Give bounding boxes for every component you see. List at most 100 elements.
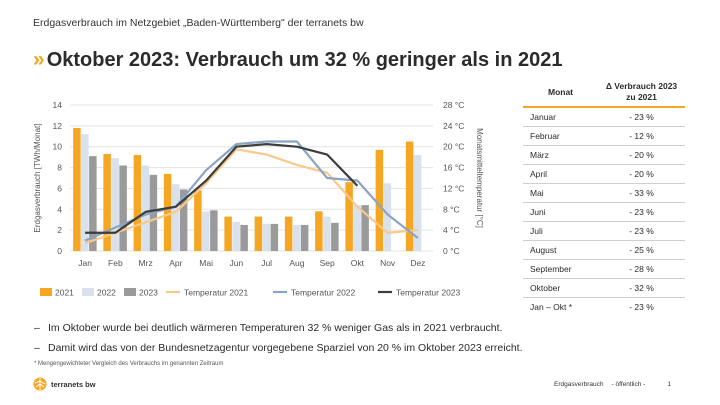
bar [383, 183, 392, 251]
x-tick-label: Dez [410, 258, 425, 268]
month-cell: Oktober [523, 278, 598, 298]
bullet-marker: – [34, 342, 40, 354]
delta-cell: - 23 % [629, 302, 654, 312]
table-header-delta: Δ Verbrauch 2023 zu 2021 [598, 78, 685, 108]
table-row: April - 20 % [523, 164, 685, 184]
bar [375, 149, 384, 251]
series-line [84, 148, 418, 245]
x-tick-label: Okt [351, 258, 365, 268]
footnote: * Mengengewichteter Vergleich des Verbra… [34, 361, 224, 367]
bar [331, 222, 339, 251]
bullet-text: Damit wird das von der Bundesnetzagentur… [48, 342, 523, 354]
y-axis-label: Erdgasverbrauch [TWh/Monat] [33, 124, 42, 233]
bar [171, 184, 180, 251]
month-cell: August [523, 240, 598, 260]
table-row: Januar - 23 % [523, 107, 685, 127]
logo-text: terranets bw [51, 379, 96, 389]
bar [89, 156, 97, 251]
y-right-tick-label: 4 °C [443, 225, 460, 235]
legend-swatch [124, 288, 136, 296]
month-cell: Juni [523, 202, 598, 222]
footer-classification: - öffentlich - [611, 381, 646, 388]
logo: terranets bw [33, 377, 96, 391]
table-row: Oktober - 32 % [523, 278, 685, 298]
month-cell: Jan – Okt * [530, 302, 573, 312]
bullet-marker: – [34, 322, 40, 334]
bar [73, 127, 81, 251]
y-right-tick-label: 16 °C [443, 163, 464, 173]
delta-cell: - 20 % [598, 145, 685, 165]
delta-cell: - 12 % [598, 126, 685, 146]
table-header-month: Monat [523, 78, 598, 108]
x-tick-label: Jan [78, 258, 92, 268]
legend-label: 2023 [139, 288, 158, 298]
bar [232, 221, 240, 251]
y-tick-label: 2 [57, 225, 62, 235]
table-row: März - 20 % [523, 145, 685, 165]
bar [103, 154, 111, 251]
terranets-logo-icon [33, 377, 47, 391]
delta-cell: - 20 % [598, 164, 685, 184]
bar [323, 216, 331, 251]
legend-swatch [82, 288, 94, 296]
y-tick-label: 10 [53, 142, 63, 152]
y-tick-label: 6 [57, 183, 62, 193]
bar [292, 224, 301, 251]
bar [270, 223, 279, 251]
legend-swatch [40, 288, 52, 296]
delta-cell: - 28 % [598, 259, 685, 279]
legend-label: 2021 [55, 288, 74, 298]
x-tick-label: Sep [320, 258, 335, 268]
delta-cell: - 23 % [598, 221, 685, 241]
legend-label: Temperatur 2021 [184, 288, 249, 298]
headline: » Oktober 2023: Verbrauch um 32 % gering… [33, 47, 562, 73]
x-tick-label: Apr [169, 258, 182, 268]
bar [210, 210, 218, 251]
delta-cell: - 23 % [598, 107, 685, 127]
bullet-item: – Im Oktober wurde bei deutlich wärmeren… [34, 322, 523, 342]
bar [315, 211, 323, 251]
table-total-row: Jan – Okt * - 23 % [523, 298, 685, 317]
bar [202, 211, 210, 251]
table-body: Januar - 23 % Februar - 12 % März - 20 % April… [523, 107, 685, 316]
bar [119, 165, 127, 251]
month-cell: Mai [523, 183, 598, 203]
x-tick-label: Mai [199, 258, 213, 268]
delta-cell: - 32 % [598, 278, 685, 298]
y-right-tick-label: 0 °C [443, 246, 460, 256]
bar [163, 173, 172, 251]
chevron-icon: » [33, 48, 45, 71]
delta-cell: - 23 % [598, 202, 685, 222]
bar [413, 155, 422, 251]
month-cell: Januar [523, 107, 598, 127]
legend-label: Temperatur 2023 [396, 288, 461, 298]
y-tick-label: 8 [57, 163, 62, 173]
bar [284, 216, 293, 251]
bar [179, 189, 188, 251]
series-line [85, 143, 359, 234]
y-right-tick-label: 12 °C [443, 183, 464, 193]
bar [361, 205, 369, 251]
supertitle: Erdgasverbrauch im Netzgebiet „Baden-Wür… [33, 17, 364, 29]
x-tick-label: Jun [230, 258, 244, 268]
page-number: 1 [667, 381, 671, 388]
footer: Erdgasverbrauch - öffentlich - 1 [554, 381, 671, 388]
bar [133, 155, 142, 251]
table-row: Juli - 23 % [523, 221, 685, 241]
bar [300, 224, 309, 251]
bullet-item: – Damit wird das von der Bundesnetzagent… [34, 342, 523, 362]
bar [194, 190, 202, 251]
delta-cell: - 33 % [598, 183, 685, 203]
bar [240, 224, 248, 251]
delta-cell: - 25 % [598, 240, 685, 260]
legend-label: Temperatur 2022 [291, 288, 356, 298]
month-cell: Juli [523, 221, 598, 241]
x-tick-label: Feb [108, 258, 123, 268]
footer-label: Erdgasverbrauch [554, 381, 604, 388]
consumption-temperature-chart: 0 2 4 6 8 10 12 14 0 °C 4 °C 8 °C 12 °C 16 °C 20 °C 24… [33, 100, 484, 298]
y-tick-label: 12 [53, 121, 63, 131]
delta-table: Monat Δ Verbrauch 2023 zu 2021 Januar - 23… [523, 78, 685, 316]
bar [262, 223, 271, 251]
table-row: August - 25 % [523, 240, 685, 260]
month-cell: September [523, 259, 598, 279]
